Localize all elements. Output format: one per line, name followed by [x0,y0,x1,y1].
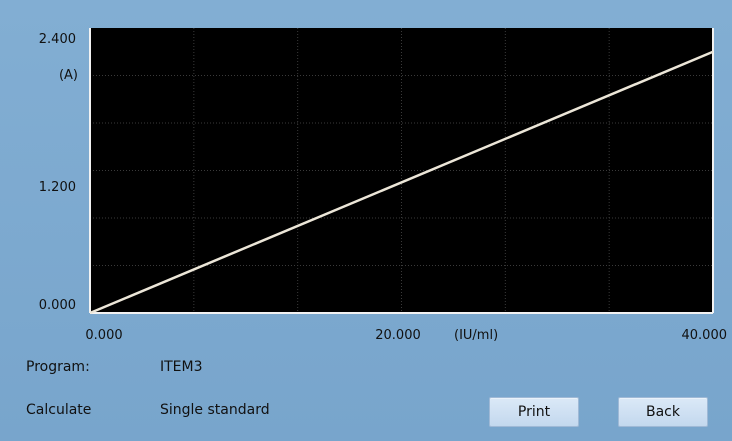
calibration-chart: 2.400 1.200 0.000 (A) 0.000 20.000 40.00… [39,28,728,343]
y-tick-label: 2.400 [39,32,76,47]
chart-svg: 2.400 1.200 0.000 (A) 0.000 20.000 40.00… [39,28,728,343]
calibration-line [89,50,714,315]
y-axis-label: (A) [59,68,78,83]
back-button[interactable]: Back [618,397,708,427]
calculate-value: Single standard [160,402,270,418]
y-tick-label: 0.000 [39,298,76,313]
program-label: Program: [26,359,90,375]
x-tick-label: 20.000 [375,328,421,343]
x-tick-label: 0.000 [85,328,122,343]
y-tick-label: 1.200 [39,180,76,195]
calculate-label: Calculate [26,402,92,418]
grid [90,28,713,313]
program-value: ITEM3 [160,359,203,375]
x-tick-label: 40.000 [682,328,728,343]
print-button[interactable]: Print [489,397,579,427]
x-axis-label: (IU/ml) [454,328,498,343]
